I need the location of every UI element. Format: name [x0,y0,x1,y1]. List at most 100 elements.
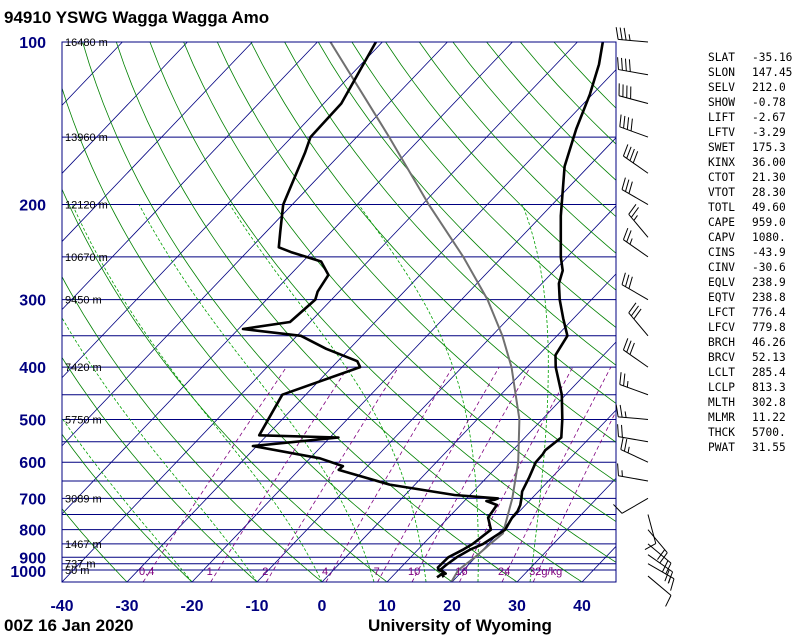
dry-adiabat [62,433,193,582]
wind-barb [647,543,672,575]
index-value: 5700. [752,426,786,439]
parcel-path [329,42,521,582]
index-name: PWAT [708,441,735,454]
index-value: 1080. [752,231,786,244]
wind-barb [622,227,649,258]
temperature-tick-label: 30 [508,598,526,615]
isotherm-line [62,42,578,582]
index-row: LFCT 776.4 [708,305,788,320]
index-name: LIFT [708,111,735,124]
index-value: -43.9 [752,246,786,259]
index-name: CTOT [708,171,735,184]
wind-barb [615,404,649,420]
index-value: 238.8 [752,291,786,304]
mixing-ratio-line [459,366,574,582]
index-value: 147.45 [752,66,793,79]
wind-barb [618,83,649,105]
index-value: 175.3 [752,141,786,154]
index-row: LFTV -3.29 [708,125,788,140]
height-label: 10670 m [65,252,108,264]
dry-adiabat [62,188,388,582]
index-name: EQTV [708,291,735,304]
mixing-ratio-label: 2 [262,566,268,578]
pressure-tick-label: 700 [19,491,46,508]
temperature-tick-label: 20 [443,598,461,615]
index-name: LCLT [708,366,735,379]
wind-barb [620,437,649,463]
height-label: 50 m [65,565,89,577]
isotherm-line [256,205,616,582]
dry-adiabat [183,42,616,523]
index-row: CAPE 959.0 [708,215,788,230]
index-row: KINX 36.00 [708,155,788,170]
height-label: 7420 m [65,362,102,374]
isotherm-line [126,69,616,582]
source-label: University of Wyoming [368,616,552,635]
index-row: LFCV 779.8 [708,320,788,335]
wind-barb [615,27,649,43]
mixing-ratio-label: 7 [374,566,380,578]
index-row: BRCH 46.26 [708,335,788,350]
moist-adiabat [62,317,258,582]
height-label: 12120 m [65,200,108,212]
mixing-ratio-label: 4 [322,566,328,578]
index-value: -35.16 [752,51,793,64]
pressure-tick-label: 400 [19,360,46,377]
index-value: 238.9 [752,276,786,289]
index-name: MLMR [708,411,735,424]
index-value: 302.8 [752,396,786,409]
index-name: KINX [708,156,735,169]
index-row: MLTH 302.8 [708,395,788,410]
wind-barb [622,338,649,368]
wind-barb [617,424,649,443]
wind-barb [619,114,649,138]
height-label: 737 m [65,559,96,571]
wind-barb [647,575,672,607]
height-label: 1467 m [65,539,102,551]
index-name: VTOT [708,186,735,199]
mixing-ratio-label: 0.4 [139,566,154,578]
height-label: 16480 m [65,37,108,49]
dry-adiabat [115,42,583,582]
wind-barb [621,177,649,205]
index-value: 36.00 [752,156,786,169]
wind-barb [628,204,649,238]
mixing-ratio-label: 32g/kg [529,566,562,578]
index-row: CAPV 1080. [708,230,788,245]
index-row: SHOW -0.78 [708,95,788,110]
pressure-tick-label: 200 [19,198,46,215]
index-value: 49.60 [752,201,786,214]
index-name: BRCV [708,351,735,364]
mixing-ratio-line [210,366,349,582]
moist-adiabat [358,204,479,582]
index-name: THCK [708,426,735,439]
index-row: SWET 175.3 [708,140,788,155]
temperature-tick-label: -30 [115,598,138,615]
height-label: 5750 m [65,414,102,426]
dry-adiabat [82,42,518,582]
pressure-tick-label: 900 [19,550,46,567]
dry-adiabat [62,275,323,582]
wind-barb [613,497,649,514]
index-value: 776.4 [752,306,786,319]
index-row: THCK 5700. [708,425,788,440]
temperature-tick-label: 40 [573,598,591,615]
index-name: SLON [708,66,735,79]
index-row: CINV -30.6 [708,260,788,275]
mixing-ratio-line [377,366,500,582]
index-row: CTOT 21.30 [708,170,788,185]
isotherm-line [62,42,383,379]
wind-barb [622,144,649,174]
isotherm-line [62,42,318,311]
stability-indices: SLAT -35.16 SLON 147.45 SELV 212.0 SHOW -0.78 LI… [708,50,792,455]
index-row: CINS -43.9 [708,245,788,260]
mixing-ratio-label: 10 [408,566,420,578]
index-value: -30.6 [752,261,786,274]
index-row: LCLT 285.4 [708,365,788,380]
mixing-ratio-line [532,410,616,582]
index-row: LIFT -2.67 [708,110,788,125]
temperature-tick-label: 10 [378,598,396,615]
index-name: CINS [708,246,735,259]
index-value: 46.26 [752,336,786,349]
